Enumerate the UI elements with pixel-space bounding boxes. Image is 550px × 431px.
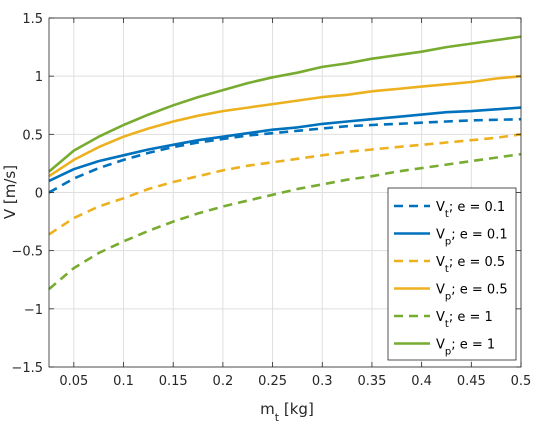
- legend-label-3: Vp; e = 0.5: [436, 283, 508, 303]
- x-tick-label: 0.35: [357, 374, 386, 389]
- ticks: [49, 17, 522, 368]
- x-tick-label: 0.25: [258, 374, 287, 389]
- series-lines: [48, 35, 522, 291]
- x-tick-label: 0.15: [159, 374, 188, 389]
- legend-label-base: V: [436, 338, 445, 353]
- y-tick-label: 0: [35, 187, 43, 202]
- x-axis-label-unit: [kg]: [279, 400, 314, 418]
- legend-label-sub: t: [445, 319, 449, 330]
- x-tick-label: 0.5: [511, 374, 532, 389]
- series-line-5: [48, 35, 522, 173]
- legend-label-sub: t: [445, 264, 449, 275]
- legend-label-base: V: [436, 310, 445, 325]
- x-axis-label-base: m: [260, 400, 275, 418]
- x-axis-label-sub: t: [275, 411, 280, 424]
- y-tick-label: −1: [24, 303, 43, 318]
- legend-label-base: V: [436, 255, 445, 270]
- y-tick-label: 1: [35, 70, 43, 85]
- legend-label-1: Vp; e = 0.1: [436, 228, 508, 248]
- legend-label-sub: t: [445, 209, 449, 220]
- tick-labels: 0.05 0.1 0.15 0.2 0.25 0.3 0.35 0.4 0.45 0.5 −1.5 −…: [11, 12, 531, 389]
- legend-label-rest: ; e = 0.1: [451, 228, 507, 243]
- x-tick-label: 0.1: [113, 374, 134, 389]
- legend-label-rest: ; e = 0.1: [449, 200, 505, 215]
- x-tick-label: 0.05: [59, 374, 88, 389]
- x-tick-label: 0.4: [411, 374, 432, 389]
- legend-label-base: V: [436, 228, 445, 243]
- x-tick-label: 0.3: [312, 374, 333, 389]
- legend-label-2: Vt; e = 0.5: [436, 255, 505, 275]
- legend-label-0: Vt; e = 0.1: [436, 200, 505, 220]
- legend-box: [387, 187, 517, 361]
- legend-label-base: V: [436, 283, 445, 298]
- y-tick-label: 1.5: [22, 12, 43, 27]
- y-tick-label: −1.5: [11, 361, 43, 376]
- legend-label-rest: ; e = 0.5: [449, 255, 505, 270]
- legend-label-rest: ; e = 1: [449, 310, 493, 325]
- x-tick-label: 0.2: [213, 374, 234, 389]
- legend-label-5: Vp; e = 1: [436, 338, 495, 358]
- series-line-4: [48, 152, 522, 291]
- legend-label-sub: p: [445, 236, 451, 247]
- series-line-2: [48, 133, 522, 236]
- legend-label-rest: ; e = 0.5: [451, 283, 507, 298]
- y-tick-label: 0.5: [22, 128, 43, 143]
- y-axis-label: V [m/s]: [1, 165, 19, 219]
- series-line-3: [48, 74, 522, 178]
- legend-label-base: V: [436, 200, 445, 215]
- legend: Vt; e = 0.1Vp; e = 0.1Vt; e = 0.5Vp; e =…: [387, 187, 517, 361]
- series-line-1: [48, 106, 522, 183]
- x-axis-label: mt [kg]: [260, 400, 314, 424]
- legend-label-sub: p: [445, 346, 451, 357]
- series-line-0: [48, 117, 522, 194]
- legend-label-4: Vt; e = 1: [436, 310, 493, 330]
- legend-label-sub: p: [445, 291, 451, 302]
- legend-label-rest: ; e = 1: [451, 338, 495, 353]
- x-tick-label: 0.45: [457, 374, 486, 389]
- y-tick-label: −0.5: [11, 245, 43, 260]
